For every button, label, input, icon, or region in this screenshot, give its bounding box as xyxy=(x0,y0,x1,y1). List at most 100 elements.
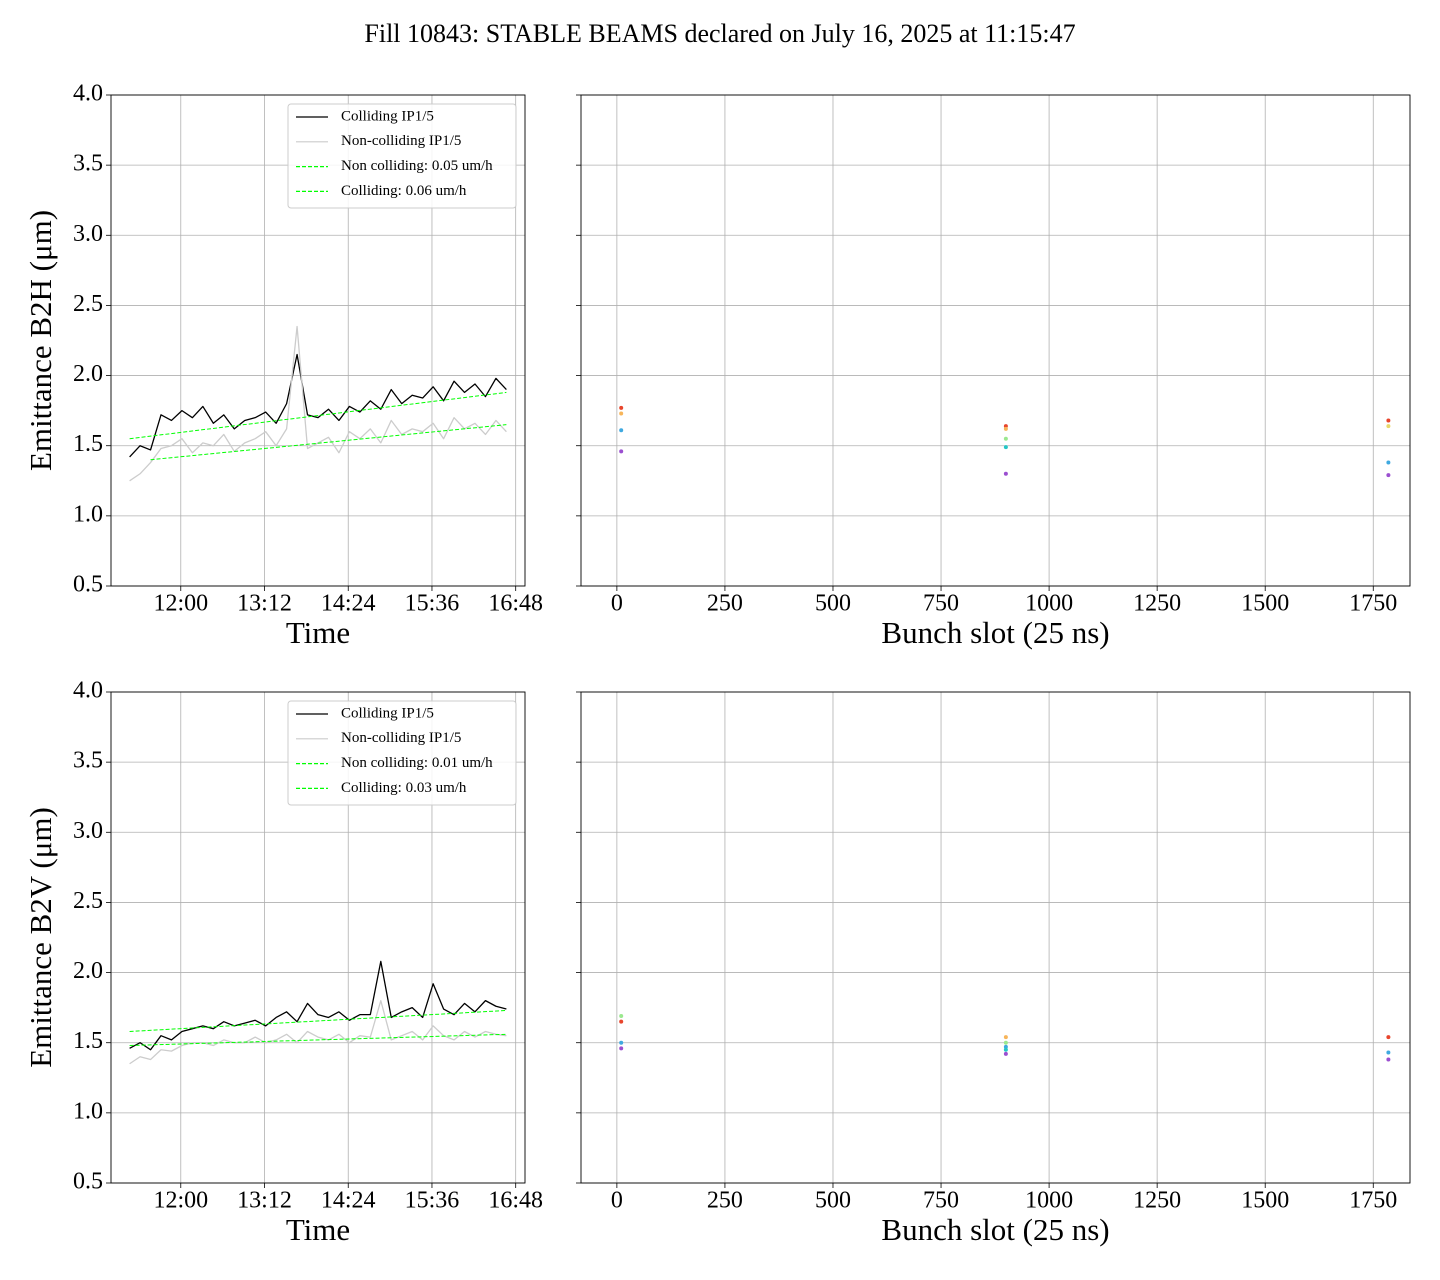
x-tick-label: 1500 xyxy=(1241,591,1289,617)
axes-frame xyxy=(580,691,1411,1184)
x-tick-label: 1000 xyxy=(1025,591,1073,617)
series-line xyxy=(129,999,507,1065)
y-tick-label: 3.0 xyxy=(73,221,103,247)
y-axis-label: Emittance B2V (μm) xyxy=(23,807,58,1068)
x-tick-label: 250 xyxy=(707,591,743,617)
y-tick-label: 3.0 xyxy=(73,818,103,844)
series-line xyxy=(129,960,507,1051)
x-tick-label: 13:12 xyxy=(237,591,292,617)
x-axis-label: Time xyxy=(286,615,350,650)
scatter-point xyxy=(1003,1044,1008,1049)
x-tick-label: 14:24 xyxy=(321,591,376,617)
x-tick-label: 15:36 xyxy=(405,591,460,617)
series-line xyxy=(129,1009,507,1032)
scatter-point xyxy=(1003,1051,1008,1056)
scatter-point xyxy=(1386,1050,1391,1055)
legend: Colliding IP1/5 Non-colliding IP1/5 Non co… xyxy=(287,103,517,209)
y-tick-label: 0.5 xyxy=(73,1169,103,1195)
series-line xyxy=(129,353,507,458)
x-tick-label: 12:00 xyxy=(153,591,208,617)
scatter-point xyxy=(619,1040,624,1045)
subplot: 0 250 500 750 1000 1250 1500 1750 Bunch slot (25… xyxy=(576,691,1411,1247)
x-tick-label: 14:24 xyxy=(321,1188,376,1214)
y-axis-label: Emittance B2H (μm) xyxy=(23,210,58,471)
y-tick-label: 2.5 xyxy=(73,291,103,317)
x-tick-label: 500 xyxy=(815,591,851,617)
scatter-point xyxy=(619,1019,624,1024)
y-tick-label: 3.5 xyxy=(73,748,103,774)
x-tick-label: 0 xyxy=(611,1188,623,1214)
x-tick-label: 750 xyxy=(923,591,959,617)
y-tick-label: 3.5 xyxy=(73,151,103,177)
scatter-point xyxy=(619,428,624,433)
y-tick-label: 2.0 xyxy=(73,361,103,387)
legend-label: Colliding: 0.03 um/h xyxy=(341,780,467,796)
x-tick-label: 500 xyxy=(815,1188,851,1214)
scatter-point xyxy=(619,411,624,416)
x-tick-label: 1500 xyxy=(1241,1188,1289,1214)
axes-frame xyxy=(580,94,1411,587)
scatter-point xyxy=(1003,445,1008,450)
x-tick-label: 12:00 xyxy=(153,1188,208,1214)
x-tick-label: 0 xyxy=(611,591,623,617)
legend-box xyxy=(287,103,517,209)
x-axis-label: Time xyxy=(286,1212,350,1247)
y-tick-label: 1.5 xyxy=(73,1028,103,1054)
y-tick-label: 0.5 xyxy=(73,572,103,598)
axes-frame xyxy=(110,94,526,587)
y-tick-label: 2.5 xyxy=(73,888,103,914)
x-tick-label: 1750 xyxy=(1349,591,1397,617)
legend-label: Non colliding: 0.05 um/h xyxy=(341,158,493,174)
legend-box xyxy=(287,700,517,806)
scatter-point xyxy=(1386,1057,1391,1062)
legend-label: Non colliding: 0.01 um/h xyxy=(341,755,493,771)
scatter-point xyxy=(619,1014,624,1019)
x-tick-label: 1750 xyxy=(1349,1188,1397,1214)
y-tick-label: 1.0 xyxy=(73,501,103,527)
scatter-point xyxy=(1003,424,1008,429)
x-axis-label: Bunch slot (25 ns) xyxy=(881,1212,1109,1247)
legend-label: Non-colliding IP1/5 xyxy=(341,730,461,746)
scatter-point xyxy=(1386,473,1391,478)
x-axis-label: Bunch slot (25 ns) xyxy=(881,615,1109,650)
scatter-point xyxy=(619,405,624,410)
scatter-point xyxy=(1386,418,1391,423)
legend-label: Non-colliding IP1/5 xyxy=(341,133,461,149)
x-tick-label: 1250 xyxy=(1133,591,1181,617)
legend-label: Colliding IP1/5 xyxy=(341,108,434,124)
series-line xyxy=(129,1033,507,1047)
legend-label: Colliding IP1/5 xyxy=(341,705,434,721)
scatter-point xyxy=(1003,1047,1008,1052)
scatter-point xyxy=(1003,436,1008,441)
y-tick-label: 1.5 xyxy=(73,431,103,457)
scatter-point xyxy=(1003,471,1008,476)
x-tick-label: 1000 xyxy=(1025,1188,1073,1214)
y-tick-label: 2.0 xyxy=(73,958,103,984)
scatter-point xyxy=(1386,460,1391,465)
subplot: 0.5 1.0 1.5 2.0 2.5 3.0 3.5 4.0 12:00 13:12 14:24 1… xyxy=(23,678,543,1248)
x-tick-label: 13:12 xyxy=(237,1188,292,1214)
scatter-point xyxy=(619,1046,624,1051)
x-tick-label: 750 xyxy=(923,1188,959,1214)
scatter-point xyxy=(619,449,624,454)
scatter-point xyxy=(1003,1035,1008,1040)
axes-frame xyxy=(110,691,526,1184)
scatter-point xyxy=(1003,1040,1008,1045)
scatter-point xyxy=(1003,426,1008,431)
subplot: 0.5 1.0 1.5 2.0 2.5 3.0 3.5 4.0 12:00 13:12 14:24 1… xyxy=(23,81,543,651)
scatter-point xyxy=(1386,1035,1391,1040)
y-tick-label: 4.0 xyxy=(73,678,103,704)
x-tick-label: 15:36 xyxy=(405,1188,460,1214)
series-line xyxy=(129,391,507,440)
x-tick-label: 16:48 xyxy=(488,591,543,617)
series-line xyxy=(129,325,507,482)
scatter-point xyxy=(1386,424,1391,429)
figure-title: Fill 10843: STABLE BEAMS declared on Jul… xyxy=(364,19,1075,48)
y-tick-label: 1.0 xyxy=(73,1098,103,1124)
x-tick-label: 1250 xyxy=(1133,1188,1181,1214)
subplot: 0 250 500 750 1000 1250 1500 1750 Bunch slot (25… xyxy=(576,94,1411,650)
x-tick-label: 250 xyxy=(707,1188,743,1214)
